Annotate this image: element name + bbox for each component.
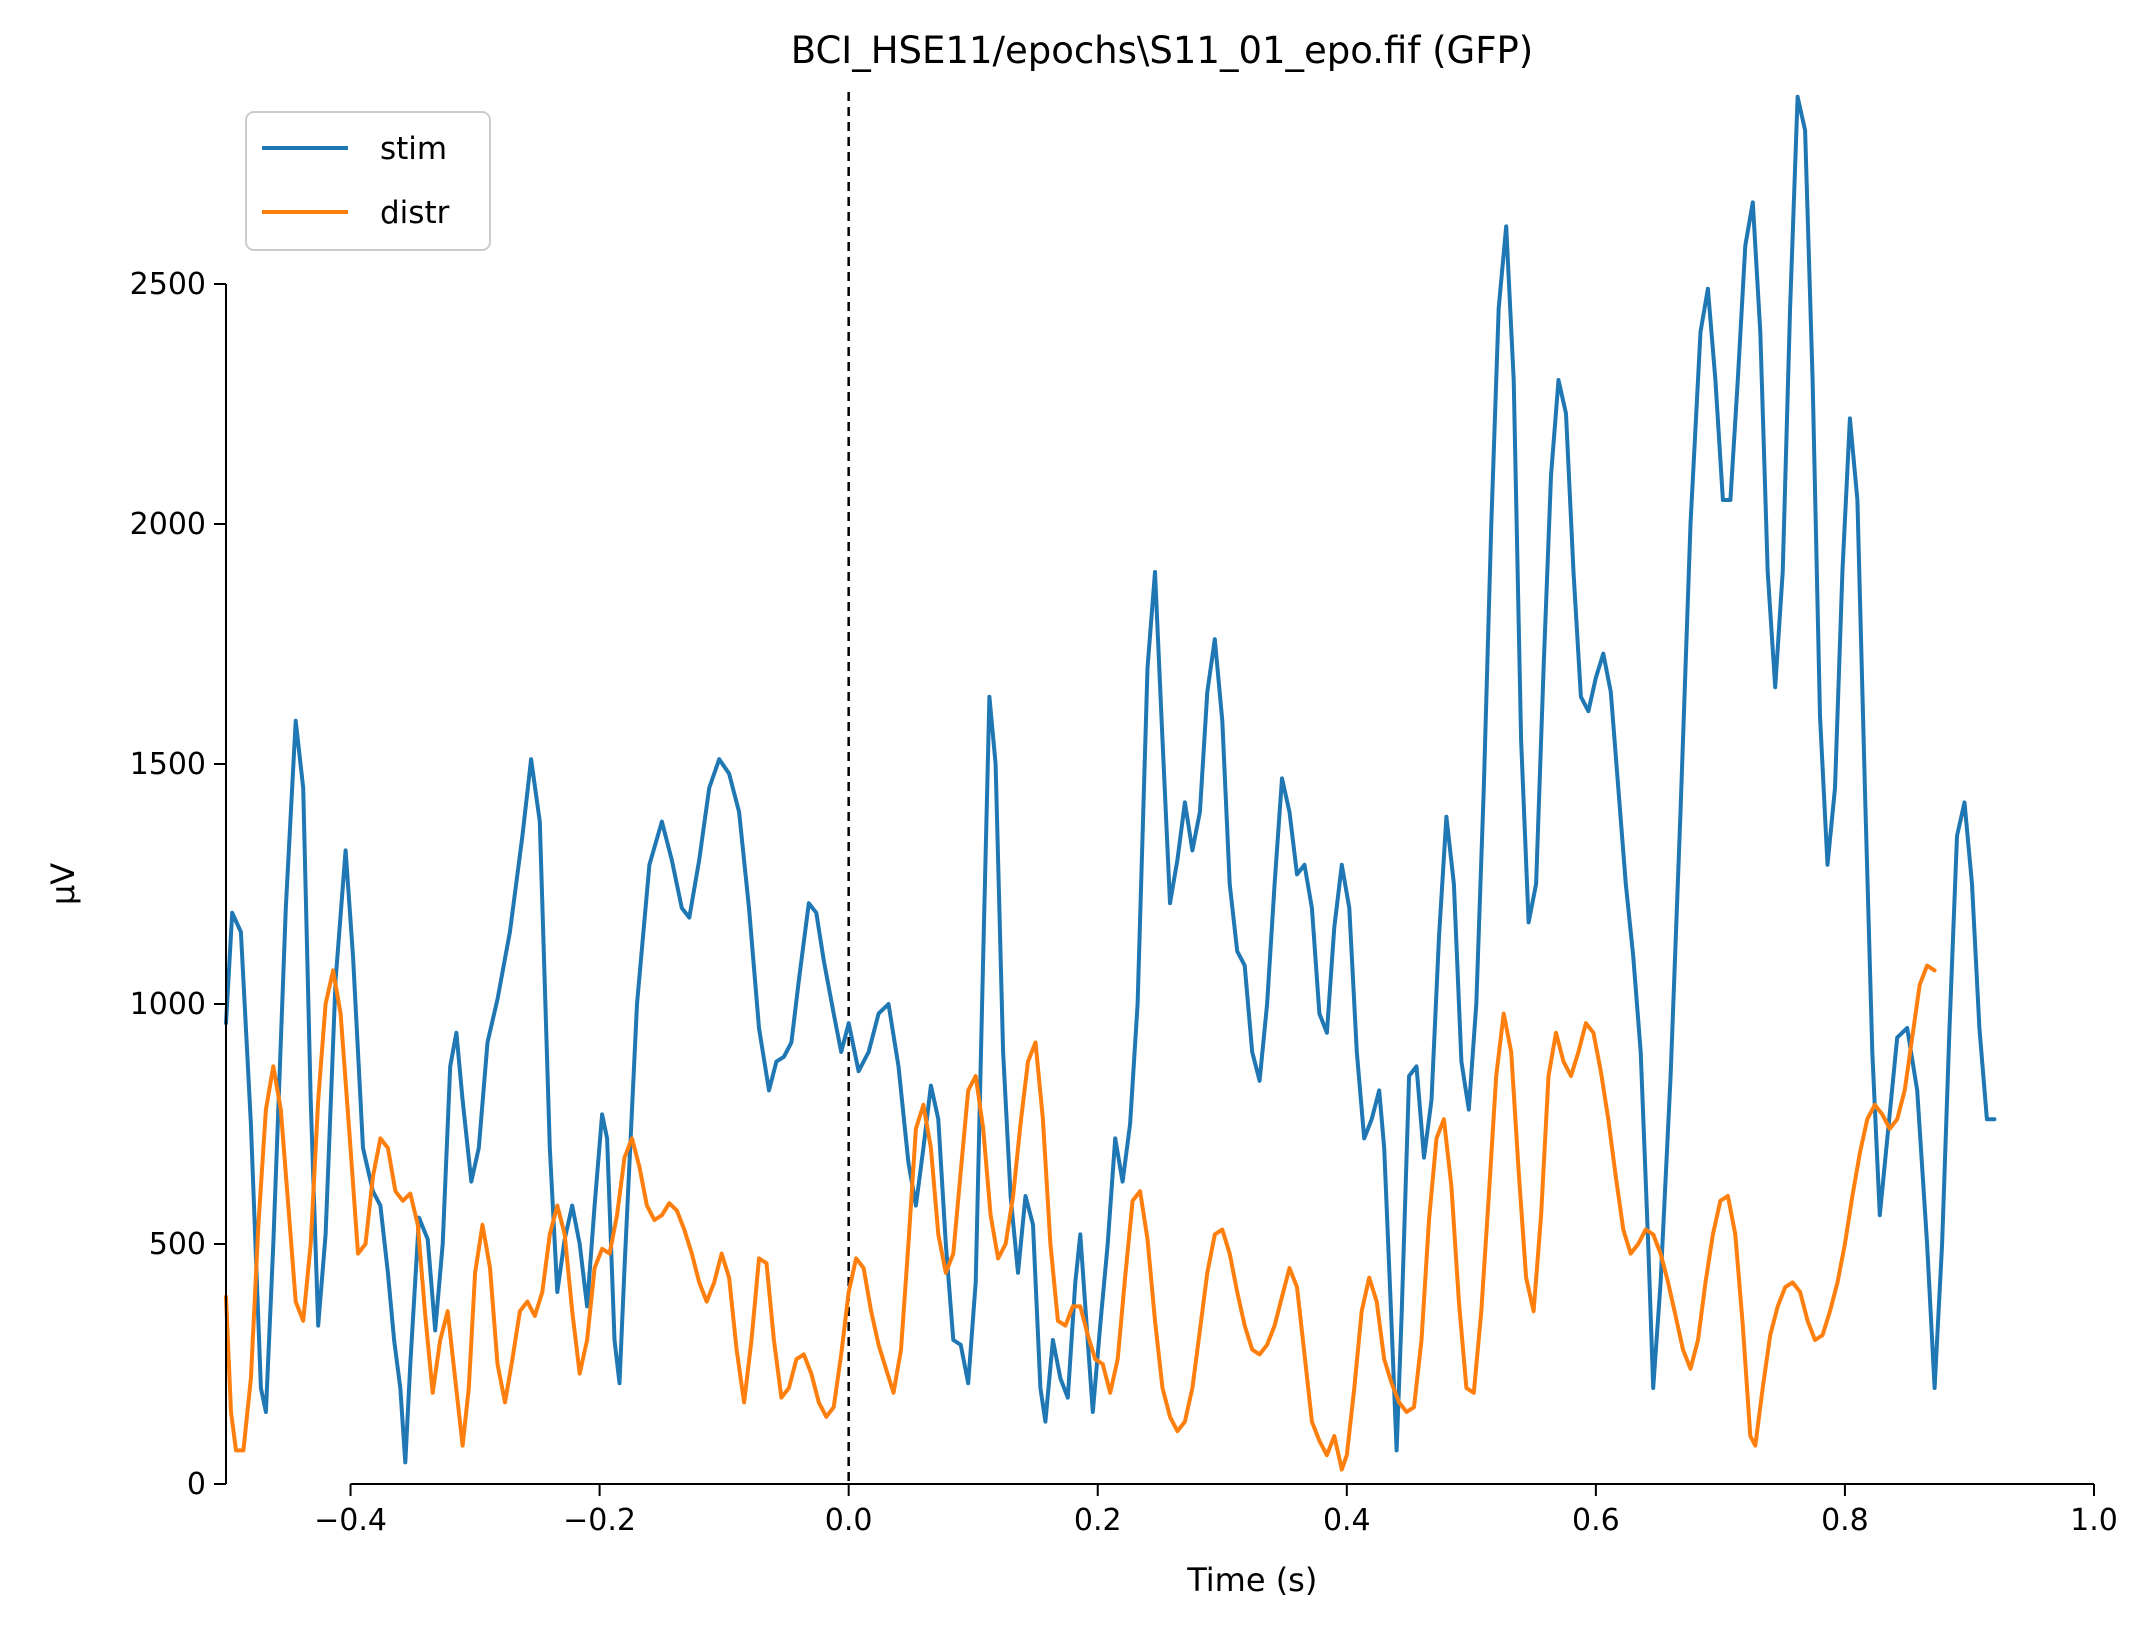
series-layer <box>224 94 1997 1472</box>
plot-area <box>224 92 1997 1484</box>
y-tick-label: 1500 <box>130 747 206 782</box>
x-ticks: −0.4 −0.2 0.0 0.2 0.4 0.6 0.8 1.0 <box>314 1484 2118 1538</box>
series-line-stim <box>224 94 1997 1465</box>
y-tick-label: 500 <box>149 1227 206 1262</box>
y-ticks: 0 500 1000 1500 2000 2500 <box>130 267 226 1502</box>
legend-label-distr: distr <box>380 195 450 231</box>
chart-title: BCI_HSE11/epochs\S11_01_epo.fif (GFP) <box>791 29 1534 72</box>
legend: stim distr <box>245 111 491 251</box>
x-tick-label: −0.4 <box>314 1503 387 1538</box>
y-tick-label: 1000 <box>130 987 206 1022</box>
x-tick-label: 0.6 <box>1572 1503 1620 1538</box>
y-tick-label: 2000 <box>130 507 206 542</box>
x-tick-label: 0.8 <box>1821 1503 1869 1538</box>
x-axis-label: Time (s) <box>1186 1561 1317 1599</box>
x-tick-label: −0.2 <box>563 1503 636 1538</box>
series-line-distr <box>224 963 1937 1472</box>
x-tick-label: 0.4 <box>1323 1503 1371 1538</box>
x-tick-label: 1.0 <box>2070 1503 2118 1538</box>
y-axis-label: µV <box>44 863 82 905</box>
y-axis: 0 500 1000 1500 2000 2500 µV <box>44 267 227 1502</box>
x-tick-label: 0.0 <box>825 1503 873 1538</box>
legend-frame <box>245 111 491 251</box>
x-axis: −0.4 −0.2 0.0 0.2 0.4 0.6 0.8 1.0 Time (s) <box>314 1483 2118 1599</box>
legend-label-stim: stim <box>380 131 447 167</box>
y-tick-label: 2500 <box>130 267 206 302</box>
y-tick-label: 0 <box>187 1467 206 1502</box>
x-tick-label: 0.2 <box>1074 1503 1122 1538</box>
